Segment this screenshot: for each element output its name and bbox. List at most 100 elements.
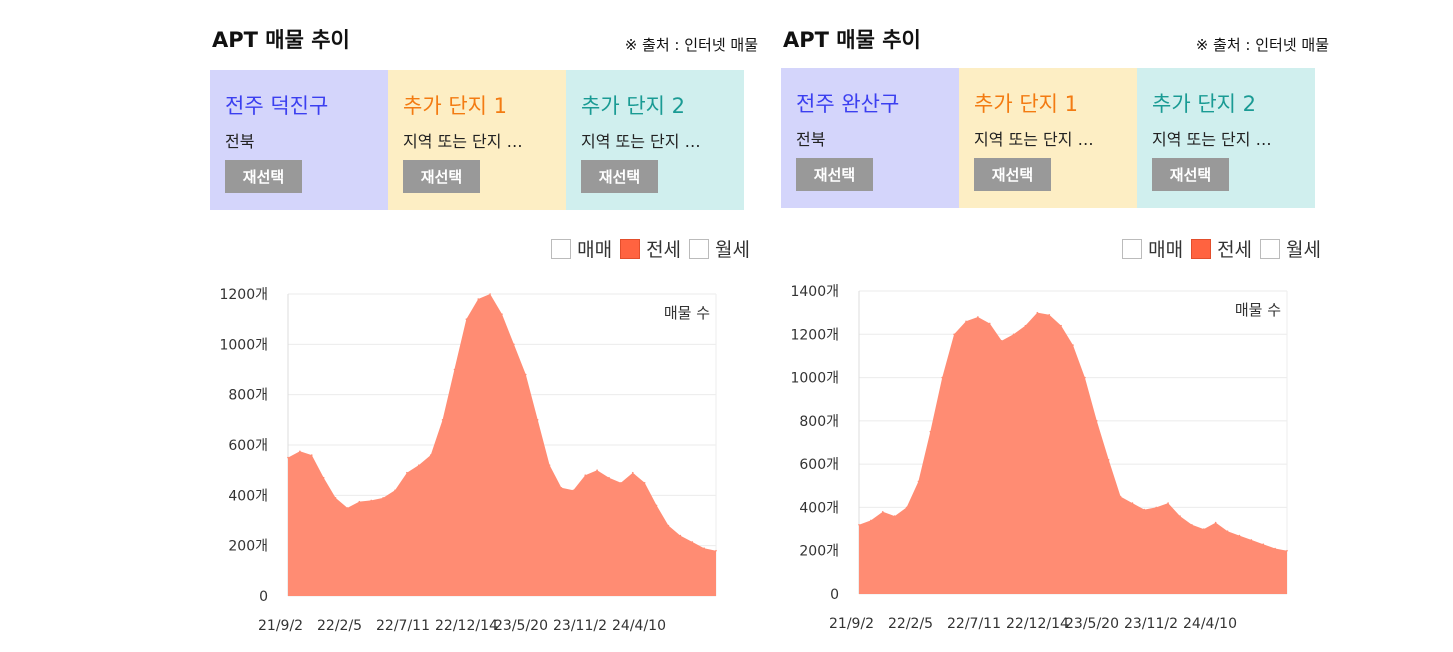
data-point — [1155, 506, 1158, 509]
listing-area-series — [859, 312, 1287, 594]
chart-annotation: 매물 수 — [1235, 301, 1281, 319]
data-point — [953, 333, 955, 336]
reselect-button[interactable]: 재선택 — [225, 160, 302, 193]
region-box-main: 전주 덕진구 전북 재선택 — [210, 70, 388, 210]
region-selector-row: 전주 완산구 전북 재선택 추가 단지 1 지역 또는 단지 … 재선택 추가 … — [781, 68, 1317, 208]
x-tick-label: 21/9/2 — [829, 616, 874, 632]
checkbox-sale[interactable] — [551, 238, 572, 259]
data-point — [1262, 543, 1265, 546]
data-point — [572, 489, 575, 492]
region-sub: 지역 또는 단지 … — [403, 132, 523, 151]
y-tick-label: 600개 — [799, 457, 839, 473]
y-tick-label: 400개 — [799, 500, 839, 516]
reselect-button[interactable]: 재선택 — [974, 158, 1051, 191]
data-point — [453, 368, 456, 371]
legend: 매매 전세 월세 — [543, 235, 750, 262]
data-point — [1084, 376, 1086, 379]
data-point — [406, 471, 408, 474]
region-name: 전주 덕진구 — [225, 94, 329, 118]
y-tick-label: 1400개 — [790, 284, 839, 300]
data-point — [655, 504, 658, 507]
data-point — [870, 519, 872, 522]
data-point — [679, 534, 682, 537]
data-point — [346, 507, 349, 509]
y-tick-label: 200개 — [799, 544, 839, 560]
checkbox-monthly[interactable] — [689, 238, 710, 259]
data-point — [1191, 523, 1193, 526]
data-point — [394, 489, 396, 492]
data-point — [1024, 324, 1027, 327]
y-tick-label: 200개 — [228, 539, 268, 555]
y-tick-label: 400개 — [228, 488, 268, 504]
region-sub: 전북 — [225, 132, 255, 151]
legend-label: 전세 — [646, 239, 682, 261]
legend-label: 월세 — [1286, 239, 1321, 261]
data-point — [429, 454, 432, 456]
data-point — [382, 497, 384, 499]
x-tick-label: 23/11/2 — [1124, 616, 1178, 632]
data-point — [417, 464, 420, 466]
data-point — [1000, 339, 1003, 342]
panel-left: APT 매물 추이 ※ 출처 : 인터넷 매물 전주 덕진구 전북 재선택 추가… — [210, 0, 758, 652]
legend-item-jeonse[interactable]: 전세 — [620, 235, 681, 262]
data-point — [643, 481, 646, 484]
data-point — [310, 454, 313, 456]
data-point — [1119, 495, 1122, 498]
data-point — [620, 481, 622, 484]
x-tick-label: 24/4/10 — [1183, 616, 1237, 632]
y-tick-label: 0 — [259, 589, 268, 605]
checkbox-monthly[interactable] — [1260, 238, 1281, 259]
data-point — [299, 450, 301, 453]
data-point — [322, 476, 325, 479]
checkbox-jeonse[interactable] — [620, 238, 641, 259]
source-note: ※ 출처 : 인터넷 매물 — [624, 36, 758, 54]
legend-item-sale[interactable]: 매매 — [551, 235, 612, 262]
legend-item-monthly[interactable]: 월세 — [1260, 235, 1321, 262]
data-point — [596, 469, 598, 471]
data-point — [513, 343, 515, 346]
data-point — [881, 510, 884, 513]
data-point — [560, 486, 563, 489]
chart-annotation: 매물 수 — [664, 304, 710, 322]
y-tick-label: 600개 — [228, 438, 268, 454]
data-point — [1274, 547, 1276, 550]
data-point — [608, 476, 610, 479]
x-tick-label: 22/7/11 — [376, 618, 430, 634]
data-point — [715, 549, 717, 552]
legend-item-jeonse[interactable]: 전세 — [1191, 235, 1252, 262]
x-tick-label: 22/7/11 — [947, 616, 1001, 632]
data-point — [1060, 324, 1062, 327]
data-point — [1167, 502, 1169, 504]
reselect-button[interactable]: 재선택 — [403, 160, 480, 193]
region-sub: 지역 또는 단지 … — [974, 130, 1094, 149]
region-name: 추가 단지 2 — [581, 94, 685, 118]
data-point — [287, 456, 289, 459]
data-point — [1202, 528, 1205, 530]
legend-item-monthly[interactable]: 월세 — [689, 235, 750, 262]
data-point — [858, 523, 860, 526]
region-sub: 지역 또는 단지 … — [1152, 130, 1272, 149]
reselect-button[interactable]: 재선택 — [796, 158, 873, 191]
listing-chart-right: 0 200개 400개 600개 800개 1000개 1200개 1400개 21/9/2 22… — [790, 284, 1288, 632]
region-box-add-2: 추가 단지 2 지역 또는 단지 … 재선택 — [1137, 68, 1315, 208]
legend: 매매 전세 월세 — [1114, 235, 1321, 262]
region-selector-row: 전주 덕진구 전북 재선택 추가 단지 1 지역 또는 단지 … 재선택 추가 … — [210, 70, 746, 210]
data-point — [917, 480, 920, 483]
data-point — [905, 506, 908, 509]
data-point — [1214, 521, 1217, 524]
data-point — [703, 547, 705, 549]
checkbox-sale[interactable] — [1122, 238, 1143, 259]
data-point — [477, 298, 480, 300]
legend-item-sale[interactable]: 매매 — [1122, 235, 1183, 262]
data-point — [1286, 549, 1288, 552]
checkbox-jeonse[interactable] — [1191, 238, 1212, 259]
region-box-main: 전주 완산구 전북 재선택 — [781, 68, 959, 208]
reselect-button[interactable]: 재선택 — [581, 160, 658, 193]
data-point — [929, 430, 932, 433]
legend-label: 매매 — [1148, 239, 1184, 261]
legend-label: 매매 — [577, 239, 613, 261]
data-point — [1095, 420, 1098, 422]
region-box-add-2: 추가 단지 2 지역 또는 단지 … 재선택 — [566, 70, 744, 210]
data-point — [988, 322, 991, 325]
reselect-button[interactable]: 재선택 — [1152, 158, 1229, 191]
